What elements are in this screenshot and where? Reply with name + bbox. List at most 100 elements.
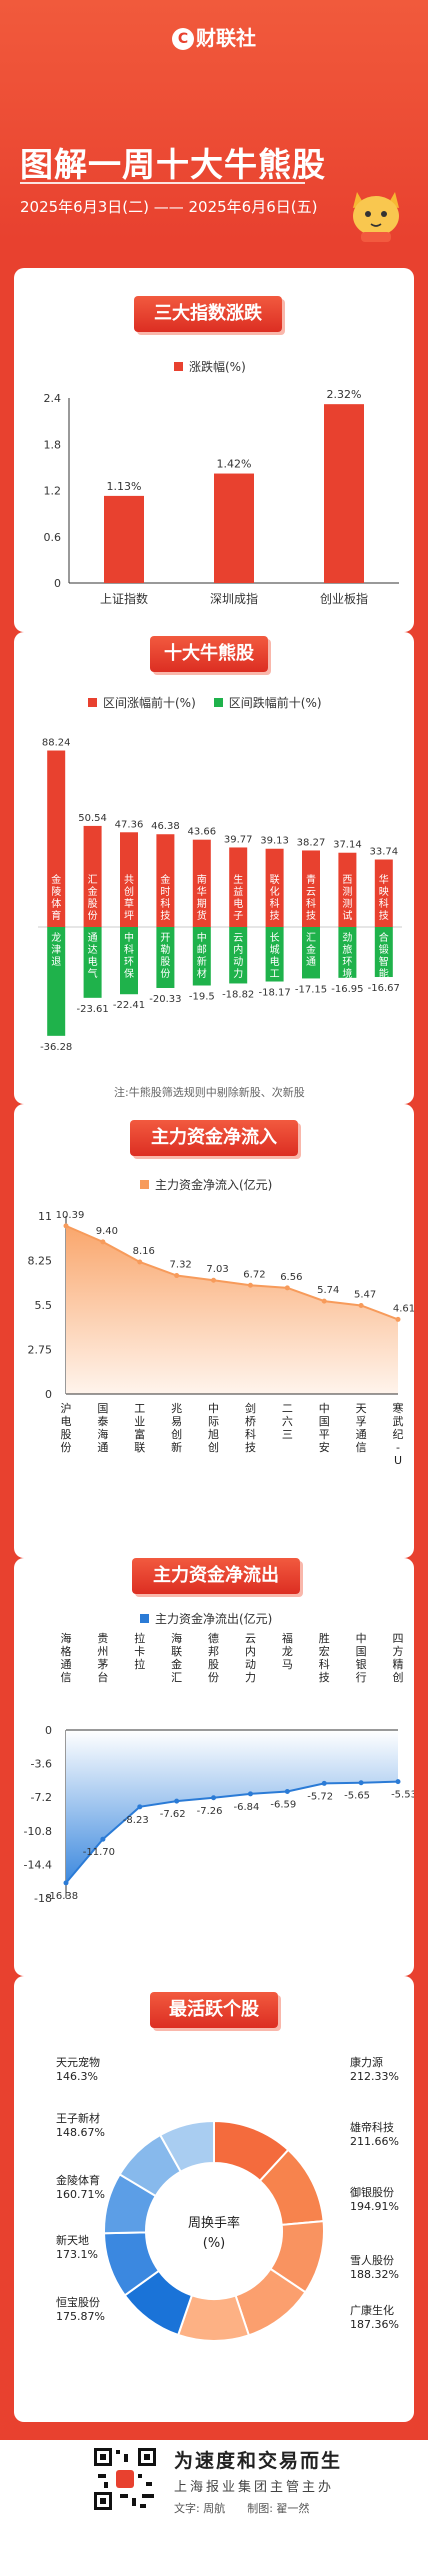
- gain-stock-name: 华: [197, 885, 207, 898]
- data-point: [395, 1316, 401, 1322]
- gain-stock-name: 电: [233, 897, 243, 910]
- slice-name-label: 康力源: [350, 2055, 383, 2069]
- loss-stock-name: 津: [51, 944, 61, 956]
- index-value-label: 1.13%: [107, 480, 142, 493]
- inflow-stock-name: 富: [134, 1427, 145, 1441]
- legend-swatch-blue: [140, 1614, 149, 1623]
- inflow-stock-name: -: [396, 1441, 400, 1454]
- slice-value-label: 194.91%: [350, 2200, 399, 2213]
- gain-stock-name: 云: [306, 887, 316, 898]
- gain-stock-name: 创: [124, 885, 134, 898]
- loss-stock-name: 动: [233, 956, 243, 968]
- brand-logo: C 财联社: [0, 22, 428, 51]
- data-point: [321, 1780, 327, 1786]
- indices-card: 三大指数涨跌 涨跌幅(%) 0 0.6 1.2 1.8 2.4 1.13% 上证指数 1.42…: [14, 268, 414, 632]
- data-value-label: -7.62: [160, 1809, 186, 1820]
- inflow-stock-name: 股: [61, 1428, 72, 1441]
- outflow-stock-name: 宏: [319, 1644, 330, 1658]
- footer-credits: 文字: 周航 制图: 翟一然: [174, 2500, 309, 2516]
- loss-stock-name: 电: [270, 955, 280, 968]
- inflow-stock-name: 国: [319, 1415, 330, 1428]
- data-value-label: 5.47: [354, 1289, 376, 1300]
- gain-stock-name: 坪: [124, 909, 134, 922]
- data-point: [247, 1282, 253, 1288]
- legend-swatch-orange: [140, 1180, 149, 1189]
- loss-value-label: -23.61: [76, 1004, 108, 1015]
- gain-stock-name: 时: [160, 886, 170, 898]
- loss-stock-name: 龙: [51, 931, 61, 944]
- donut-center: [148, 2165, 280, 2297]
- page-title: 图解一周十大牛熊股: [20, 145, 326, 184]
- gain-stock-name: 股: [88, 898, 98, 910]
- outflow-stock-name: 马: [282, 1658, 293, 1671]
- outflow-stock-name: 银: [356, 1657, 367, 1671]
- area-fill: [66, 1225, 398, 1394]
- inflow-stock-name: 业: [134, 1415, 145, 1428]
- data-point: [395, 1779, 401, 1785]
- outflow-stock-name: 拉: [134, 1657, 145, 1671]
- outflow-stock-name: 邦: [208, 1645, 219, 1658]
- gain-value-label: 88.24: [42, 738, 71, 749]
- loss-stock-name: 新: [197, 955, 207, 968]
- bull-bear-card: 十大牛熊股 区间涨幅前十(%) 区间跌幅前十(%) 88.24 金陵体育 50.54 汇…: [14, 632, 414, 1104]
- qr-code-icon[interactable]: [92, 2446, 158, 2512]
- footer-divider: [0, 2432, 428, 2440]
- loss-bar: [156, 927, 175, 988]
- legend-swatch-down: [213, 698, 223, 707]
- gain-stock-name: 技: [379, 909, 389, 922]
- outflow-stock-name: 卡: [134, 1645, 145, 1658]
- data-value-label: -6.59: [270, 1800, 296, 1811]
- loss-bar: [302, 927, 320, 979]
- loss-value-label: -20.33: [149, 994, 181, 1005]
- gain-bar: [156, 834, 175, 927]
- index-value-label: 1.42%: [217, 458, 252, 471]
- data-point: [358, 1302, 364, 1308]
- outflow-stock-name: 海: [61, 1631, 72, 1645]
- inflow-stock-name: 中: [208, 1402, 219, 1415]
- gain-bar: [83, 825, 102, 927]
- gain-stock-name: 联: [270, 874, 280, 886]
- index-bar: [324, 404, 364, 583]
- y-tick-label: -7.2: [31, 1791, 52, 1804]
- data-value-label: 6.72: [243, 1269, 265, 1280]
- loss-stock-name: 通: [306, 956, 316, 968]
- slice-value-label: 175.87%: [56, 2310, 105, 2323]
- data-value-label: 7.03: [206, 1264, 228, 1275]
- inflow-stock-name: 桥: [245, 1415, 256, 1428]
- loss-stock-name: 长: [270, 932, 280, 944]
- slice-name-label: 恒宝股份: [56, 2295, 100, 2309]
- gain-value-label: 33.74: [369, 847, 398, 858]
- outflow-stock-name: 海: [171, 1631, 182, 1645]
- outflow-stock-name: 云: [245, 1632, 256, 1645]
- inflow-stock-name: 通: [97, 1441, 108, 1454]
- outflow-stock-name: 龙: [282, 1645, 293, 1658]
- loss-stock-name: 材: [197, 967, 207, 980]
- loss-stock-name: 城: [270, 944, 280, 956]
- outflow-stock-name: 信: [61, 1671, 72, 1684]
- y-tick-label: -18: [34, 1892, 52, 1905]
- gain-bar: [302, 850, 320, 927]
- data-point: [284, 1789, 290, 1795]
- data-point: [137, 1804, 143, 1810]
- loss-stock-name: 中: [197, 931, 207, 944]
- slice-value-label: 212.33%: [350, 2070, 399, 2083]
- legend-down-label: 区间跌幅前十(%): [228, 696, 322, 710]
- outflow-stock-name: 科: [319, 1657, 330, 1671]
- inflow-stock-name: 技: [245, 1441, 256, 1454]
- data-point: [358, 1780, 364, 1786]
- inflow-stock-name: 安: [319, 1440, 330, 1454]
- inflow-stock-name: 新: [171, 1440, 182, 1454]
- inflow-stock-name: 科: [245, 1427, 256, 1441]
- date-range: 2025年6月3日(二) —— 2025年6月6日(五): [20, 198, 318, 216]
- outflow-stock-name: 拉: [134, 1631, 145, 1645]
- data-point: [284, 1285, 290, 1291]
- outflow-plot-area: 0-3.6-7.2-10.8-14.4-18-16.38-11.70-8.23-…: [24, 1724, 414, 1905]
- data-point: [211, 1795, 217, 1801]
- outflow-legend-label: 主力资金净流出(亿元): [155, 1612, 273, 1626]
- section-title-bull-bear: 十大牛熊股: [150, 636, 268, 672]
- data-value-label: 8.16: [133, 1246, 155, 1257]
- loss-stock-name: 气: [88, 967, 98, 980]
- y-tick-label: -14.4: [24, 1858, 52, 1871]
- indices-legend: 涨跌幅(%): [174, 358, 246, 375]
- slice-value-label: 160.71%: [56, 2188, 105, 2201]
